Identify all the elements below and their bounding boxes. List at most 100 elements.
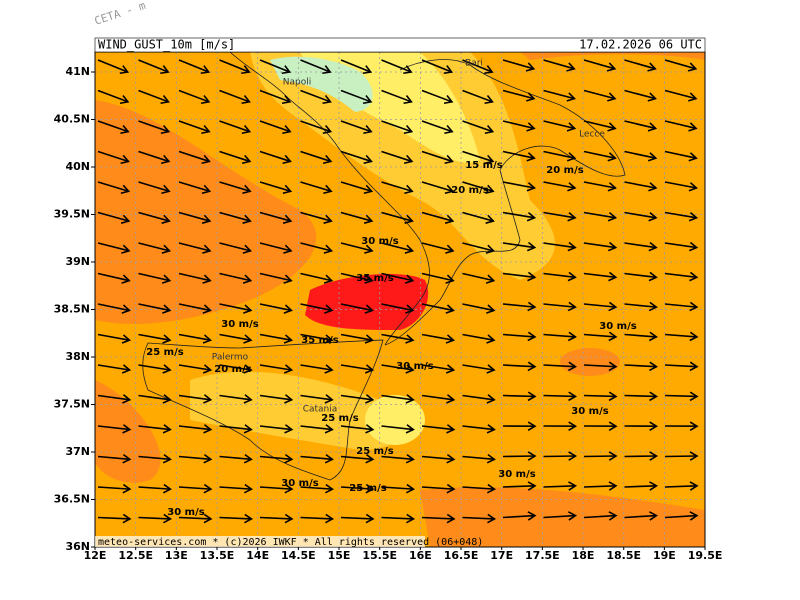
arrow-head xyxy=(243,453,253,464)
arrow-head xyxy=(324,394,334,404)
arrow-head xyxy=(161,184,171,194)
arrow-head xyxy=(160,124,171,135)
arrow-head xyxy=(486,424,496,434)
wind-arrow xyxy=(300,333,334,344)
lat-label: 38.5N xyxy=(54,303,90,316)
wind-arrow xyxy=(178,242,212,254)
arrow-shaft xyxy=(421,425,454,431)
wind-arrow xyxy=(421,181,455,194)
wind-arrow xyxy=(340,181,374,194)
lat-label: 41N xyxy=(65,65,90,78)
wind-arrow xyxy=(421,242,455,254)
arrow-shaft xyxy=(421,333,454,342)
arrow-shaft xyxy=(97,181,129,193)
wind-arrow xyxy=(138,150,171,165)
arrow-shaft xyxy=(178,425,211,431)
wind-arrow xyxy=(543,331,577,342)
arrow-shaft xyxy=(543,181,576,189)
arrow-shaft xyxy=(462,120,493,133)
arrow-head xyxy=(121,334,132,344)
arrow-head xyxy=(201,124,211,135)
wind-arrow xyxy=(259,211,293,224)
wind-arrow xyxy=(219,211,252,224)
wind-arrow xyxy=(219,303,253,314)
wind-arrow xyxy=(219,424,253,434)
wind-arrow xyxy=(421,303,455,314)
contour-label: 30 m/s xyxy=(571,406,608,417)
arrow-head xyxy=(486,304,496,314)
arrow-head xyxy=(241,65,251,75)
wind-arrow xyxy=(97,242,131,254)
arrow-head xyxy=(203,483,213,494)
arrow-head xyxy=(283,274,293,284)
wind-arrow xyxy=(462,181,495,194)
arrow-shaft xyxy=(178,89,210,103)
arrow-shaft xyxy=(259,89,291,103)
wind-arrow xyxy=(97,211,131,224)
arrow-shaft xyxy=(300,516,333,520)
arrow-head xyxy=(526,152,536,162)
arrow-shaft xyxy=(340,120,372,133)
arrow-shaft xyxy=(138,59,169,73)
arrow-shaft xyxy=(259,211,292,222)
wind-arrow xyxy=(138,242,172,254)
wind-arrow xyxy=(178,120,211,135)
arrow-shaft xyxy=(421,303,454,312)
arrow-head xyxy=(567,211,577,222)
wind-arrow xyxy=(664,451,699,461)
arrow-head xyxy=(200,65,211,75)
arrow-shaft xyxy=(259,303,292,312)
arrow-head xyxy=(568,391,578,402)
wind-arrow xyxy=(664,361,699,372)
arrow-head xyxy=(121,274,131,284)
wind-arrow xyxy=(300,181,333,194)
arrow-head xyxy=(161,214,171,224)
wind-arrow xyxy=(543,211,577,222)
wind-arrow xyxy=(502,271,537,282)
wind-arrow xyxy=(381,364,415,374)
arrow-shaft xyxy=(624,303,657,308)
arrow-shaft xyxy=(381,59,412,73)
wind-arrow xyxy=(502,181,536,192)
wind-arrow xyxy=(97,364,132,374)
place-label: Napoli xyxy=(283,78,311,88)
arrow-head xyxy=(566,152,577,162)
wind-arrow xyxy=(138,333,172,344)
wind-arrow xyxy=(138,211,171,224)
wind-arrow xyxy=(624,150,658,162)
arrow-head xyxy=(688,92,698,102)
arrow-head xyxy=(119,95,130,105)
arrow-shaft xyxy=(583,211,616,219)
arrow-shaft xyxy=(462,364,495,371)
arrow-head xyxy=(363,184,374,194)
arrow-head xyxy=(445,244,455,254)
arrow-head xyxy=(243,334,253,344)
header-bar xyxy=(94,37,706,53)
arrow-shaft xyxy=(462,425,495,431)
arrow-shaft xyxy=(138,89,169,103)
arrow-shaft xyxy=(138,242,170,252)
wind-arrow xyxy=(259,272,293,284)
arrow-head xyxy=(608,391,618,402)
arrow-shaft xyxy=(178,486,211,490)
wind-arrow xyxy=(421,59,454,75)
arrow-head xyxy=(324,424,334,434)
wind-arrow xyxy=(664,421,699,431)
arrow-shaft xyxy=(138,303,171,312)
arrow-head xyxy=(365,394,375,404)
arrow-head xyxy=(443,65,454,75)
arrow-head xyxy=(485,274,496,284)
arrow-shaft xyxy=(138,333,171,342)
arrow-head xyxy=(567,511,577,521)
wind-arrow xyxy=(462,120,495,135)
arrow-shaft xyxy=(97,89,129,103)
wind-arrow xyxy=(97,333,132,344)
wind-arrow xyxy=(300,89,332,105)
arrow-shaft xyxy=(219,272,251,282)
arrow-shaft xyxy=(624,89,656,100)
arrow-head xyxy=(648,301,658,312)
arrow-head xyxy=(121,304,131,314)
arrow-shaft xyxy=(583,333,616,338)
wind-arrow xyxy=(381,211,414,224)
